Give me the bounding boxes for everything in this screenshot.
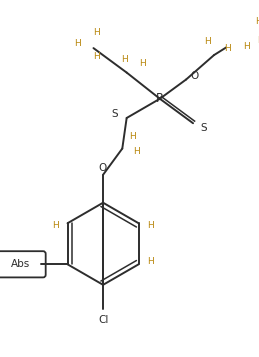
Text: H: H bbox=[257, 36, 259, 45]
Text: H: H bbox=[74, 39, 81, 48]
Text: H: H bbox=[93, 52, 99, 61]
Text: H: H bbox=[225, 44, 231, 52]
Text: H: H bbox=[133, 147, 140, 156]
FancyBboxPatch shape bbox=[0, 251, 46, 277]
Text: H: H bbox=[255, 17, 259, 26]
Text: Cl: Cl bbox=[98, 315, 108, 325]
Text: P: P bbox=[156, 92, 163, 105]
Text: H: H bbox=[52, 221, 59, 230]
Text: O: O bbox=[191, 71, 199, 81]
Text: H: H bbox=[121, 55, 127, 64]
Text: H: H bbox=[130, 132, 136, 141]
Text: H: H bbox=[139, 59, 146, 68]
Text: H: H bbox=[147, 257, 154, 266]
Text: O: O bbox=[98, 163, 106, 173]
Text: Abs: Abs bbox=[11, 259, 30, 269]
Text: S: S bbox=[111, 110, 118, 120]
Text: H: H bbox=[204, 37, 210, 46]
Text: H: H bbox=[93, 28, 99, 37]
Text: H: H bbox=[243, 42, 250, 51]
Text: S: S bbox=[200, 122, 207, 132]
Text: H: H bbox=[147, 221, 154, 230]
